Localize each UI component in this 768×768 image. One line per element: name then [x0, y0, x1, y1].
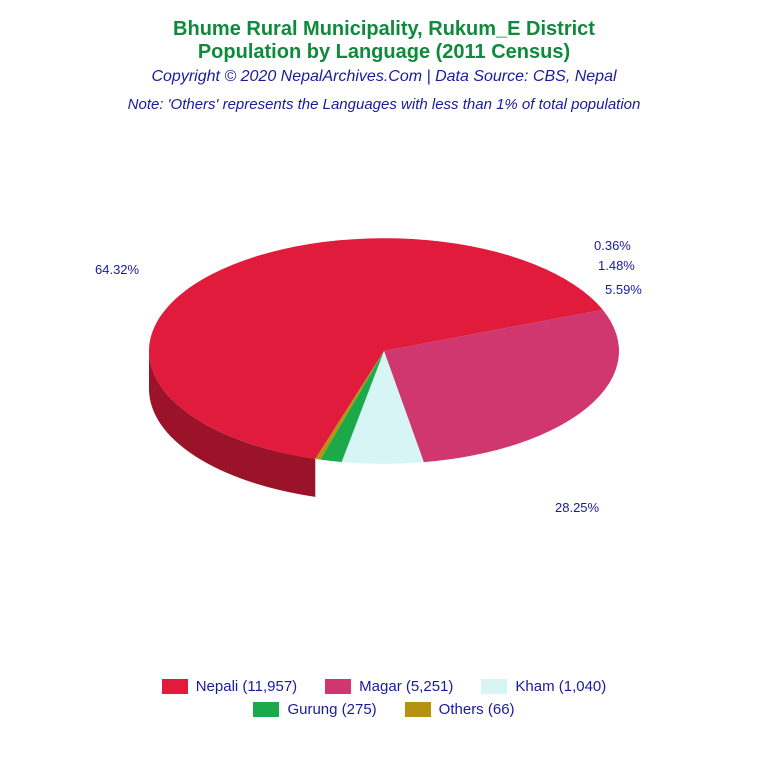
legend-item: Gurung (275) [253, 701, 376, 718]
legend-label: Kham (1,040) [515, 678, 606, 695]
legend-swatch [253, 702, 279, 717]
title-line-2: Population by Language (2011 Census) [0, 41, 768, 64]
legend-item: Kham (1,040) [481, 678, 606, 695]
legend-swatch [481, 679, 507, 694]
percent-label: 64.32% [95, 262, 139, 277]
title-line-1: Bhume Rural Municipality, Rukum_E Distri… [0, 18, 768, 41]
legend-label: Magar (5,251) [359, 678, 453, 695]
note-line: Note: 'Others' represents the Languages … [0, 96, 768, 113]
legend-label: Nepali (11,957) [196, 678, 297, 695]
legend-swatch [405, 702, 431, 717]
legend-item: Magar (5,251) [325, 678, 453, 695]
pie-svg [129, 218, 639, 522]
legend-item: Others (66) [405, 701, 515, 718]
copyright-line: Copyright © 2020 NepalArchives.Com | Dat… [0, 68, 768, 86]
legend-item: Nepali (11,957) [162, 678, 297, 695]
legend-swatch [325, 679, 351, 694]
pie-chart: 64.32% 28.25% 5.59% 1.48% 0.36% [0, 150, 768, 590]
legend-label: Others (66) [439, 701, 515, 718]
percent-label: 28.25% [555, 500, 599, 515]
percent-label: 5.59% [605, 282, 642, 297]
legend: Nepali (11,957) Magar (5,251) Kham (1,040)… [0, 678, 768, 718]
legend-label: Gurung (275) [287, 701, 376, 718]
header-block: Bhume Rural Municipality, Rukum_E Distri… [0, 0, 768, 113]
legend-swatch [162, 679, 188, 694]
percent-label: 1.48% [598, 258, 635, 273]
percent-label: 0.36% [594, 238, 631, 253]
